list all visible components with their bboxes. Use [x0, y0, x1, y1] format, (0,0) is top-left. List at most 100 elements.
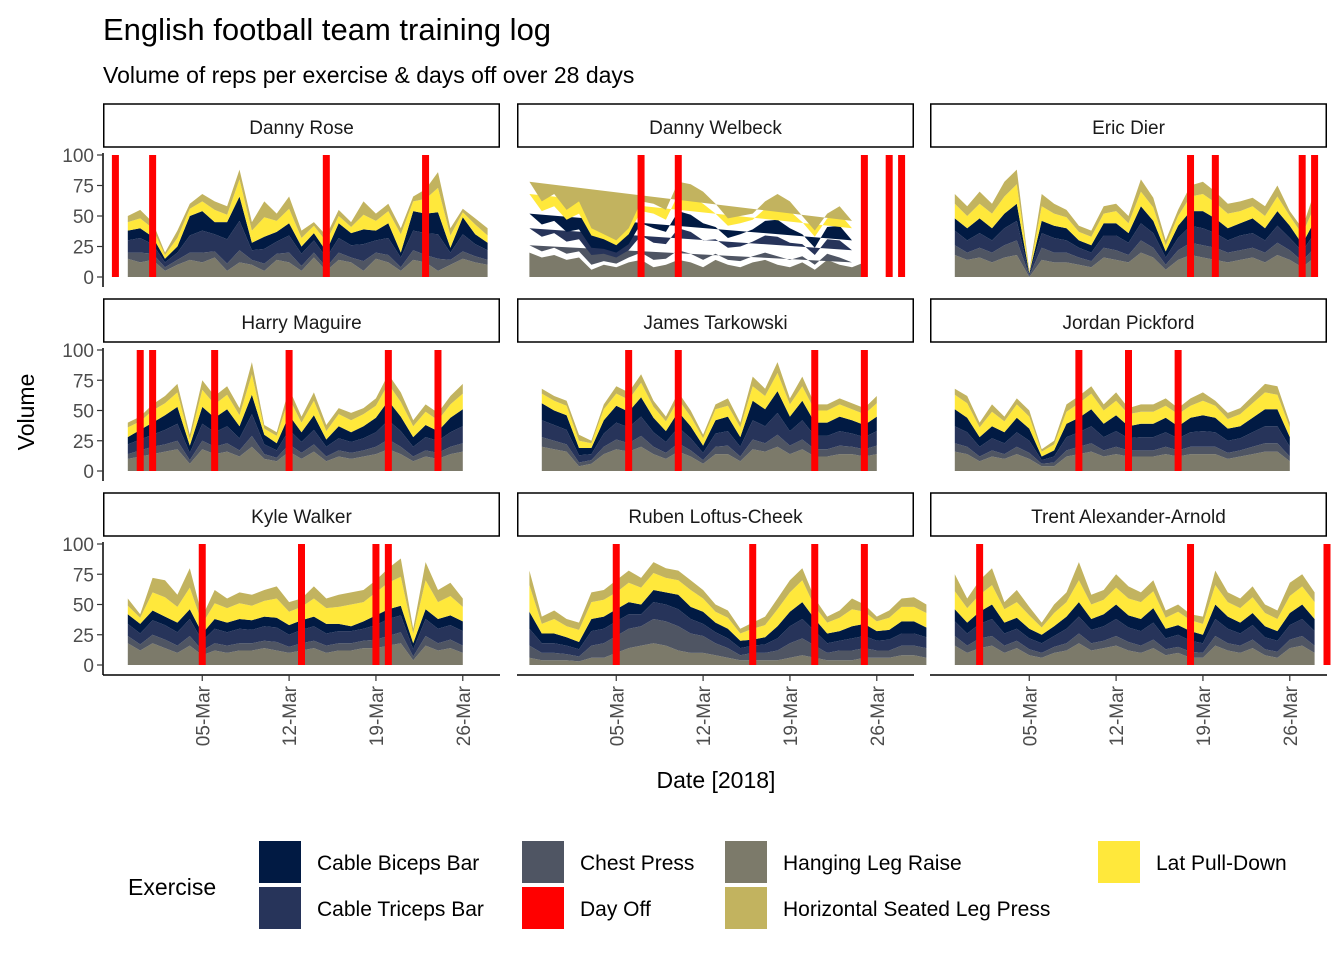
day-off-bar [860, 155, 868, 277]
x-tick-label: 12-Mar [694, 685, 715, 746]
x-tick-label: 26-Mar [868, 685, 889, 746]
x-tick-label: 19-Mar [1194, 685, 1215, 746]
panel-danny-rose: Danny Rose 0 25 50 75 100 [62, 103, 500, 289]
day-off-bar [149, 350, 157, 471]
y-tick-label: 100 [62, 341, 94, 362]
day-off-bar [1323, 544, 1331, 665]
facet-strip [517, 103, 914, 148]
panel-eric-dier: Eric Dier [930, 103, 1327, 277]
area-chest-press [529, 619, 927, 662]
facet-strip [517, 298, 914, 343]
legend-item-cable-biceps-bar: Cable Biceps Bar [259, 841, 479, 883]
area-chest-press [954, 633, 1315, 658]
area-cable-biceps-bar [127, 196, 488, 263]
day-off-bar [898, 155, 906, 277]
day-off-bar [1125, 350, 1132, 471]
legend-title: Exercise [128, 874, 216, 900]
area-cable-triceps-bar [127, 414, 463, 461]
legend-item-cable-triceps-bar: Cable Triceps Bar [259, 887, 484, 929]
area-chest-press [954, 443, 1290, 467]
day-off-bar [422, 155, 430, 277]
facet-label: Danny Rose [249, 118, 354, 139]
facet-strip [517, 492, 914, 537]
x-tick-label: 05-Mar [607, 685, 628, 746]
panel-harry-maguire: Harry Maguire 0 25 50 75 100 [62, 298, 500, 483]
panel-james-tarkowski: James Tarkowski [517, 298, 914, 471]
area-cable-biceps-bar [529, 590, 927, 650]
area-horizontal-seated-leg-press [541, 362, 877, 444]
y-tick-label: 50 [73, 402, 94, 423]
legend-swatch [725, 841, 767, 883]
day-off-bar [298, 544, 305, 665]
legend-swatch [259, 841, 301, 883]
panel-danny-welbeck: Danny Welbeck [517, 103, 914, 277]
area-cable-biceps-bar [954, 409, 1290, 461]
y-tick-label: 25 [73, 238, 94, 259]
y-tick-label: 50 [73, 207, 94, 228]
area-lat-pull-down [529, 573, 927, 642]
legend-swatch [259, 887, 301, 929]
area-lat-pull-down [541, 373, 877, 448]
facet-strip [103, 492, 500, 537]
facet-label: Danny Welbeck [649, 118, 782, 139]
day-off-bar [625, 350, 633, 471]
x-tick-label: 26-Mar [454, 685, 475, 746]
legend-swatch [522, 887, 564, 929]
legend-item-horizontal-seated-leg-press: Horizontal Seated Leg Press [725, 887, 1050, 929]
x-tick-label: 19-Mar [367, 685, 388, 746]
area-chest-press [954, 240, 1315, 277]
facet-label: Kyle Walker [251, 507, 352, 528]
legend-label: Cable Biceps Bar [317, 852, 479, 875]
facet-label: Eric Dier [1092, 118, 1166, 139]
y-tick-label: 75 [73, 565, 94, 586]
day-off-bar [885, 155, 893, 277]
day-off-bar [749, 544, 757, 665]
chart-title: English football team training log [103, 12, 551, 47]
area-horizontal-seated-leg-press [954, 562, 1315, 628]
area-horizontal-seated-leg-press [954, 383, 1290, 452]
legend-swatch [522, 841, 564, 883]
area-hanging-leg-raise [954, 252, 1315, 277]
x-tick-label: 26-Mar [1281, 685, 1302, 746]
day-off-bar [211, 350, 219, 471]
day-off-bar [860, 350, 868, 471]
chart-subtitle: Volume of reps per exercise & days off o… [103, 62, 634, 88]
y-tick-label: 100 [62, 146, 94, 167]
area-lat-pull-down [954, 580, 1315, 635]
y-tick-label: 100 [62, 535, 94, 556]
day-off-bar [149, 155, 157, 277]
x-tick-label: 05-Mar [1020, 685, 1041, 746]
facet-panels: Danny Rose 0 25 50 75 100 Danny Welbeck Eric Di… [62, 103, 1331, 746]
facet-label: Jordan Pickford [1062, 313, 1194, 334]
day-off-bar [1311, 155, 1319, 277]
area-cable-triceps-bar [127, 220, 488, 268]
area-cable-triceps-bar [954, 616, 1315, 653]
area-horizontal-seated-leg-press [529, 562, 927, 634]
legend-item-hanging-leg-raise: Hanging Leg Raise [725, 841, 962, 883]
day-off-bar [372, 544, 380, 665]
legend-label: Lat Pull-Down [1156, 852, 1287, 875]
legend-swatch [1098, 841, 1140, 883]
panel-kyle-walker: Kyle Walker 0 25 50 75 100 05-Mar 12-Mar 19-Mar 2… [62, 492, 500, 746]
y-tick-label: 75 [73, 177, 94, 198]
facet-strip [930, 298, 1327, 343]
area-chest-press [127, 250, 488, 271]
day-off-bar [1174, 350, 1182, 471]
day-off-bar [860, 544, 868, 665]
x-axis-label: Date [2018] [657, 767, 776, 793]
area-hanging-leg-raise [954, 643, 1315, 665]
x-tick-label: 05-Mar [193, 685, 214, 746]
day-off-bar [1187, 155, 1195, 277]
day-off-bar [111, 155, 119, 277]
area-cable-triceps-bar [529, 602, 927, 657]
y-tick-label: 0 [83, 462, 94, 483]
facet-label: James Tarkowski [643, 313, 787, 334]
panel-jordan-pickford: Jordan Pickford [930, 298, 1327, 471]
area-cable-triceps-bar [541, 412, 877, 463]
y-tick-label: 25 [73, 626, 94, 647]
area-hanging-leg-raise [529, 252, 865, 277]
x-tick-label: 12-Mar [280, 685, 301, 746]
area-lat-pull-down [127, 374, 463, 446]
area-horizontal-seated-leg-press [529, 181, 852, 241]
day-off-bar [384, 544, 392, 665]
